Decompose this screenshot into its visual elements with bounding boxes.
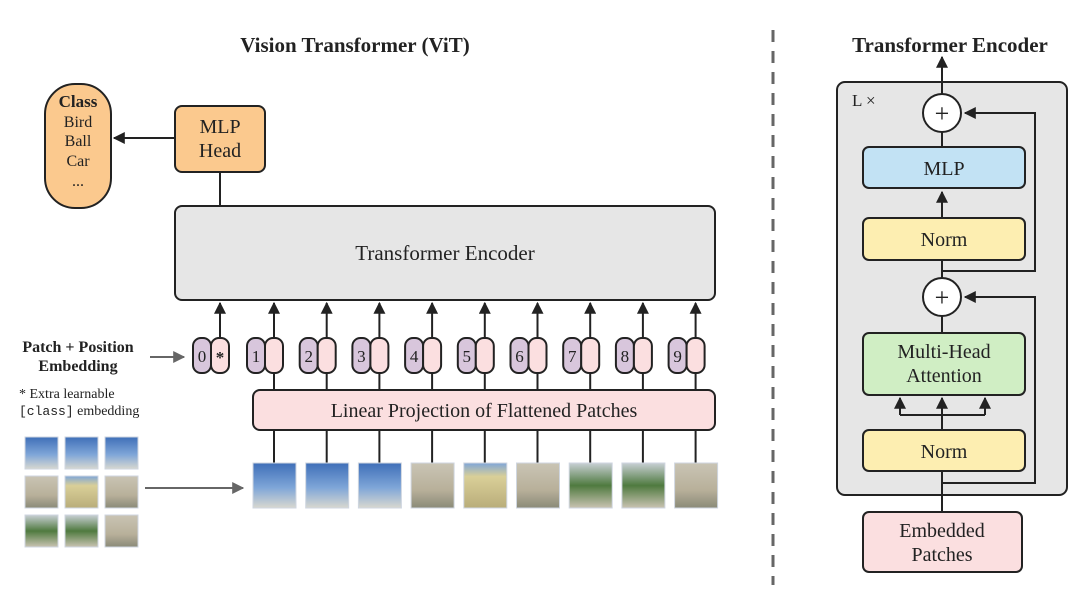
token-pair: 6: [509, 301, 548, 390]
encoder-detail-title: Transformer Encoder: [852, 33, 1048, 57]
position-index: 1: [252, 347, 261, 366]
plus-icon: +: [935, 99, 950, 128]
patch-embedding: [580, 337, 601, 374]
class-item: ...: [72, 173, 84, 190]
embedded-label: Embedded: [899, 520, 985, 542]
norm-box-upper: Norm: [862, 217, 1026, 261]
projection-label: Linear Projection of Flattened Patches: [331, 400, 638, 422]
class-item: Car: [66, 153, 90, 170]
transformer-encoder-box: Transformer Encoder: [174, 205, 716, 301]
position-index: 6: [515, 347, 524, 366]
image-patch-grid: [24, 436, 139, 548]
class-item: Ball: [65, 133, 92, 150]
footnote-code: [class]: [19, 404, 74, 419]
image-patch: [357, 462, 402, 509]
patch-embedding: [369, 337, 390, 374]
position-index: 3: [357, 347, 366, 366]
token-pair: 4: [404, 301, 443, 390]
patch-sequence: [252, 462, 719, 509]
residual-connection-mlp: [942, 107, 1036, 272]
multi-head-attention-box: Multi-Head Attention: [862, 332, 1026, 396]
norm-label: Norm: [921, 229, 968, 251]
position-index: 2: [304, 347, 313, 366]
residual-connection-attention: [942, 291, 1036, 484]
token-pair: 9: [667, 301, 706, 390]
image-patch: [674, 462, 719, 509]
footnote-line1: * Extra learnable: [19, 387, 115, 402]
position-index: 0: [198, 347, 207, 366]
add-node-top: +: [922, 93, 962, 133]
grid-patch: [64, 436, 99, 470]
class-title: Class: [59, 92, 98, 111]
mha-label: Multi-Head: [897, 341, 990, 363]
position-index: 9: [673, 347, 682, 366]
class-item: Bird: [64, 114, 92, 131]
grid-patch: [104, 436, 139, 470]
vit-title: Vision Transformer (ViT): [240, 33, 469, 57]
image-patch: [252, 462, 297, 509]
grid-patch: [104, 514, 139, 548]
norm-box-lower: Norm: [862, 429, 1026, 472]
token-pair: 7: [562, 301, 601, 390]
position-index: 4: [410, 347, 419, 366]
grid-patch: [24, 436, 59, 470]
token-pair: 8: [614, 301, 653, 390]
image-patch: [568, 462, 613, 509]
token-sequence: 0 * 1 2 3 4 5 6 7 8 9: [192, 301, 706, 463]
mlp-box: MLP: [862, 146, 1026, 189]
token-pair: 5: [456, 301, 495, 390]
patch-embedding: [474, 337, 495, 374]
patch-embedding: [264, 337, 284, 374]
embedded-patches-box: Embedded Patches: [862, 511, 1023, 573]
token-pair: 2: [298, 301, 337, 390]
grid-patch: [24, 475, 59, 509]
embedded-label: Patches: [911, 544, 972, 566]
footnote-text: embedding: [74, 404, 140, 419]
mlp-head-label: MLP: [199, 116, 240, 138]
image-patch: [621, 462, 666, 509]
patch-embedding: [316, 337, 337, 374]
patch-embedding: [632, 337, 653, 374]
encoder-label: Transformer Encoder: [355, 241, 534, 265]
class-token-marker: *: [216, 348, 225, 367]
image-patch: [305, 462, 350, 509]
footnote-line2: [class] embedding: [19, 404, 139, 419]
grid-patch: [64, 514, 99, 548]
repeat-label: L ×: [852, 91, 876, 110]
mlp-label: MLP: [923, 158, 964, 180]
position-index: 5: [463, 347, 472, 366]
image-patch: [410, 462, 455, 509]
token-pair: 0 *: [192, 301, 230, 374]
class-output-box: Class Bird Ball Car ...: [44, 83, 112, 209]
norm-label: Norm: [921, 441, 968, 463]
linear-projection-box: Linear Projection of Flattened Patches: [252, 389, 716, 431]
mlp-head-label: Head: [199, 140, 241, 162]
patch-embedding: [422, 337, 443, 374]
mha-label: Attention: [906, 365, 982, 387]
embedding-label: Embedding: [38, 358, 117, 375]
grid-patch: [24, 514, 59, 548]
mlp-head-box: MLP Head: [174, 105, 266, 173]
patch-embedding: [527, 337, 548, 374]
grid-patch: [64, 475, 99, 509]
plus-icon: +: [935, 283, 950, 312]
token-pair: 3: [351, 301, 390, 390]
position-index: 8: [621, 347, 630, 366]
add-node-bottom: +: [922, 277, 962, 317]
embedding-label: Patch + Position: [22, 339, 133, 356]
patch-embedding: [685, 337, 706, 374]
image-patch: [463, 462, 508, 509]
grid-patch: [104, 475, 139, 509]
token-pair: 1: [246, 301, 284, 390]
position-index: 7: [568, 347, 577, 366]
image-patch: [516, 462, 560, 509]
